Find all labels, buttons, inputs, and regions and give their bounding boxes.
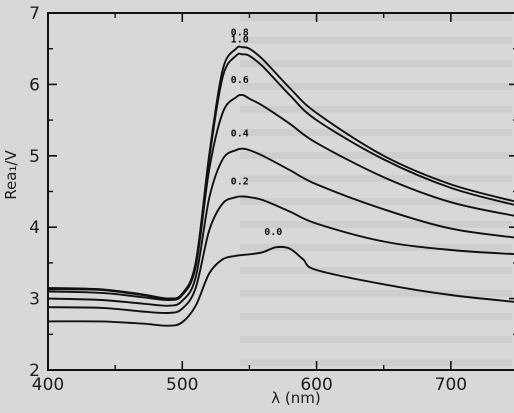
series-line-0-4 [48, 147, 514, 307]
x-tick-label: 400 [32, 375, 64, 395]
curve-label: 0.8 [231, 27, 249, 38]
x-tick-label: 500 [166, 375, 198, 395]
background-line [240, 267, 512, 274]
background-line [240, 221, 512, 228]
curve-label: 0.2 [231, 176, 249, 187]
series-line-0-6 [48, 93, 514, 301]
series-line-1-0 [48, 52, 514, 300]
background-line [240, 129, 512, 136]
curve-labels: 0.81.0 0.6 0.4 0.2 0.0 [231, 27, 283, 238]
y-tick-label: 6 [29, 75, 40, 95]
x-tick-label: 600 [300, 375, 332, 395]
background-line [240, 336, 512, 343]
background-line [240, 175, 512, 182]
background-line [240, 37, 512, 44]
series-line-0-2 [48, 195, 514, 314]
y-tick-label: 4 [29, 218, 40, 238]
y-tick-label: 7 [29, 4, 40, 24]
background-line [240, 290, 512, 297]
y-tick-label: 3 [29, 290, 40, 310]
background-line [240, 313, 512, 320]
series-group [48, 45, 514, 327]
curve-label: 0.0 [264, 227, 282, 238]
curve-label: 0.6 [231, 75, 249, 86]
axis-ticks: 400 500 600 700 2 3 4 5 6 7 [29, 4, 514, 395]
background-line [240, 244, 512, 251]
curve-label: 0.4 [231, 129, 249, 140]
background-line [240, 14, 512, 21]
background-line [240, 83, 512, 90]
x-tick-label: 700 [435, 375, 467, 395]
x-axis-title: λ (nm) [271, 389, 320, 407]
background-line [240, 60, 512, 67]
background-line [240, 106, 512, 113]
background-line [240, 198, 512, 205]
y-tick-label: 2 [29, 361, 40, 381]
y-tick-label: 5 [29, 147, 40, 167]
curve-label: 1.0 [231, 34, 249, 45]
y-axis-title: Rea₁/V [2, 150, 20, 200]
series-line-0-0 [48, 245, 514, 327]
background-line [240, 359, 512, 366]
